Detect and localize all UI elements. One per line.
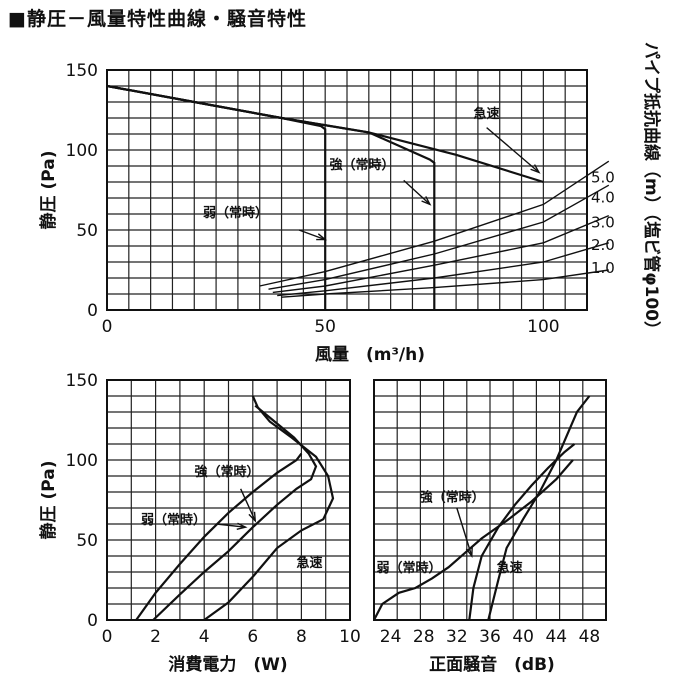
noise-xtick-44: 44 <box>545 627 567 647</box>
noise-annotation-1: 強（常時） <box>420 490 485 506</box>
power-ytick-0: 0 <box>87 611 98 631</box>
power-annotation-2: 弱（常時） <box>141 512 206 528</box>
noise-annotation-0: 急速 <box>497 560 523 576</box>
pq-resistance-label-3: 2.0 <box>591 236 615 254</box>
power-annotation-1: 強（常時） <box>194 464 259 480</box>
power-xtick-4: 4 <box>199 627 210 647</box>
pq-ylabel: 静圧 (Pa) <box>38 151 59 230</box>
power-annotation-0: 急速 <box>297 555 323 571</box>
power-xtick-0: 0 <box>102 627 113 647</box>
noise-series-0 <box>487 395 591 621</box>
pq-resistance-4 <box>281 269 609 298</box>
noise-xtick-48: 48 <box>579 627 601 647</box>
noise-xtick-28: 28 <box>413 627 435 647</box>
pq-resistance-label-0: 5.0 <box>591 168 615 186</box>
noise-frame <box>373 379 607 621</box>
power-grid <box>107 380 350 620</box>
chart-title: ■静圧－風量特性曲線・騒音特性 <box>8 8 307 30</box>
noise-xtick-36: 36 <box>479 627 501 647</box>
noise-arrow-kyo <box>456 507 473 558</box>
pq-annotation-2: 弱（常時） <box>203 205 268 221</box>
pq-resistance-title: パイプ抵抗曲線（m）（塩ビ管φ100） <box>641 42 662 338</box>
pq-xtick-100: 100 <box>527 317 559 337</box>
power-xtick-2: 2 <box>150 627 161 647</box>
pq-series-2 <box>106 84 327 310</box>
pq-ytick-0: 0 <box>87 301 98 321</box>
power-series-1 <box>152 404 318 621</box>
pq-xtick-50: 50 <box>314 317 336 337</box>
power-ytick-50: 50 <box>76 531 98 551</box>
power-ytick-100: 100 <box>66 451 98 471</box>
pq-resistance-label-4: 1.0 <box>591 259 615 277</box>
power-xlabel: 消費電力 (W) <box>168 654 287 675</box>
pq-arrow-kyusoku <box>486 127 541 174</box>
power-arrow-kyo <box>240 488 257 523</box>
power-series-0 <box>203 395 335 621</box>
pq-ytick-150: 150 <box>66 61 98 81</box>
noise-annotation-2: 弱（常時） <box>376 560 441 576</box>
noise-series-2 <box>373 459 574 621</box>
power-ytick-150: 150 <box>66 371 98 391</box>
noise-grid <box>374 380 606 620</box>
noise-xlabel: 正面騒音 (dB) <box>429 654 555 675</box>
pq-annotation-1: 強（常時） <box>330 157 395 173</box>
power-xtick-10: 10 <box>339 627 361 647</box>
power-series-2 <box>135 452 303 621</box>
power-frame <box>106 379 351 621</box>
pq-frame <box>106 69 588 311</box>
noise-xtick-32: 32 <box>446 627 468 647</box>
noise-series-1 <box>468 443 576 621</box>
pq-ytick-100: 100 <box>66 141 98 161</box>
pq-xlabel: 風量 (m³/h) <box>315 344 425 365</box>
power-arrow-jaku <box>216 522 248 531</box>
pq-ytick-50: 50 <box>76 221 98 241</box>
power-ylabel: 静圧 (Pa) <box>38 461 59 540</box>
power-xtick-8: 8 <box>296 627 307 647</box>
pq-annotation-0: 急速 <box>474 106 500 122</box>
noise-xtick-24: 24 <box>380 627 402 647</box>
pq-resistance-label-2: 3.0 <box>591 214 615 232</box>
power-xtick-6: 6 <box>247 627 258 647</box>
noise-xtick-40: 40 <box>512 627 534 647</box>
pq-arrow-kyo <box>403 179 432 206</box>
pq-resistance-label-1: 4.0 <box>591 188 615 206</box>
pq-arrow-jaku <box>298 229 328 241</box>
pq-xtick-0: 0 <box>102 317 113 337</box>
pq-resistance-2 <box>272 214 610 294</box>
